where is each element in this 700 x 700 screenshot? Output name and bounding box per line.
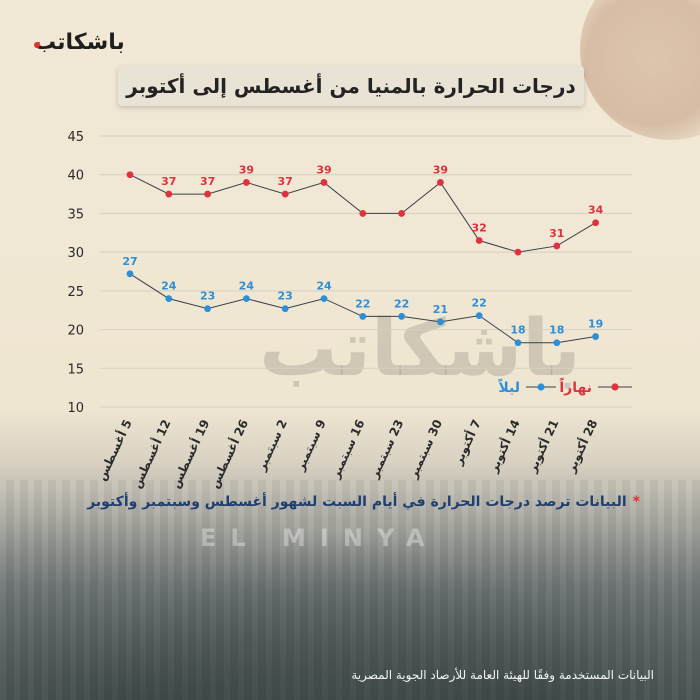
brand-logo: باشكاتب: [34, 30, 125, 55]
data-label: 24: [316, 280, 332, 293]
logo-dot-icon: [34, 42, 40, 48]
data-label: 39: [239, 163, 254, 176]
y-tick-label: 40: [67, 169, 84, 184]
data-point: [437, 179, 444, 186]
data-label: 22: [472, 297, 487, 310]
y-tick-label: 35: [67, 207, 84, 222]
data-label: 34: [588, 204, 604, 217]
chart-title: درجات الحرارة بالمنيا من أغسطس إلى أكتوب…: [118, 66, 584, 106]
x-tick-label: 5 أغسطس: [93, 417, 134, 483]
data-point: [475, 237, 483, 244]
data-label: 22: [355, 297, 370, 310]
y-tick-label: 45: [67, 130, 84, 145]
data-label: 24: [239, 280, 255, 293]
data-label: 18: [549, 324, 564, 337]
data-point: [514, 339, 522, 347]
data-point: [204, 305, 212, 313]
data-label: 31: [549, 227, 564, 240]
source-note: البيانات المستخدمة وفقًا للهيئة العامة ل…: [351, 668, 654, 682]
data-label: 23: [200, 290, 215, 303]
data-point: [126, 171, 134, 179]
y-tick-label: 30: [67, 246, 84, 261]
data-point: [204, 190, 212, 198]
data-label: 37: [161, 175, 176, 188]
footnote-text: البيانات ترصد درجات الحرارة في أيام السب…: [87, 494, 627, 510]
data-point: [592, 219, 599, 227]
data-label: 18: [510, 324, 525, 337]
x-tick-label: 30 سبتمبر: [405, 417, 445, 481]
data-point: [243, 295, 250, 302]
data-point: [475, 312, 483, 320]
data-label: 27: [122, 255, 137, 268]
x-tick-label: 28 أكتوبر: [562, 417, 601, 476]
x-tick-label: 12 أغسطس: [129, 417, 174, 490]
legend-night-label: ليلاً: [498, 378, 520, 396]
data-label: 19: [588, 318, 603, 331]
data-point: [398, 210, 405, 217]
data-label: 22: [394, 297, 409, 310]
data-point: [165, 295, 173, 302]
data-point: [514, 248, 522, 256]
data-point: [243, 179, 250, 186]
data-label: 37: [278, 175, 293, 188]
data-point: [281, 305, 289, 313]
x-tick-label: 14 أكتوبر: [485, 417, 524, 476]
watermark-logo: باشكاتب: [259, 304, 581, 394]
x-tick-label: 23 سبتمبر: [367, 417, 407, 481]
x-tick-label: 19 أغسطس: [167, 417, 212, 490]
x-tick-label: 16 سبتمبر: [328, 417, 368, 481]
data-point: [281, 190, 289, 198]
data-label: 37: [200, 175, 215, 188]
data-point: [320, 295, 328, 302]
y-tick-label: 10: [67, 401, 84, 416]
y-tick-label: 25: [67, 285, 84, 300]
data-point: [359, 313, 367, 320]
data-label: 32: [472, 222, 487, 235]
data-label: 21: [433, 303, 448, 316]
data-point: [592, 333, 599, 340]
data-label: 24: [161, 280, 177, 293]
x-tick-label: 21 أكتوبر: [524, 417, 563, 476]
data-point: [553, 339, 561, 347]
data-point: [398, 313, 405, 320]
footnote: * البيانات ترصد درجات الحرارة في أيام الس…: [87, 494, 640, 510]
data-label: 39: [316, 163, 331, 176]
legend-night-marker: [537, 383, 545, 391]
data-point: [126, 270, 134, 278]
y-tick-label: 20: [67, 324, 84, 339]
city-background: [0, 480, 700, 700]
data-label: 23: [278, 290, 293, 303]
data-point: [553, 242, 561, 250]
y-tick-label: 15: [67, 362, 84, 377]
city-watermark: EL MINYA: [200, 524, 439, 552]
data-point: [359, 210, 367, 217]
x-tick-label: 7 أكتوبر: [450, 417, 485, 468]
x-tick-label: 26 أغسطس: [206, 417, 251, 490]
asterisk-icon: *: [632, 494, 640, 510]
x-tick-label: 9 سبتمبر: [293, 417, 329, 473]
data-label: 39: [433, 163, 448, 176]
data-point: [437, 318, 444, 326]
data-point: [320, 179, 328, 186]
x-tick-label: 2 سبتمبر: [254, 417, 290, 473]
legend-day-marker: [611, 383, 619, 391]
data-point: [165, 190, 173, 198]
legend-day-label: نهاراً: [559, 377, 592, 396]
